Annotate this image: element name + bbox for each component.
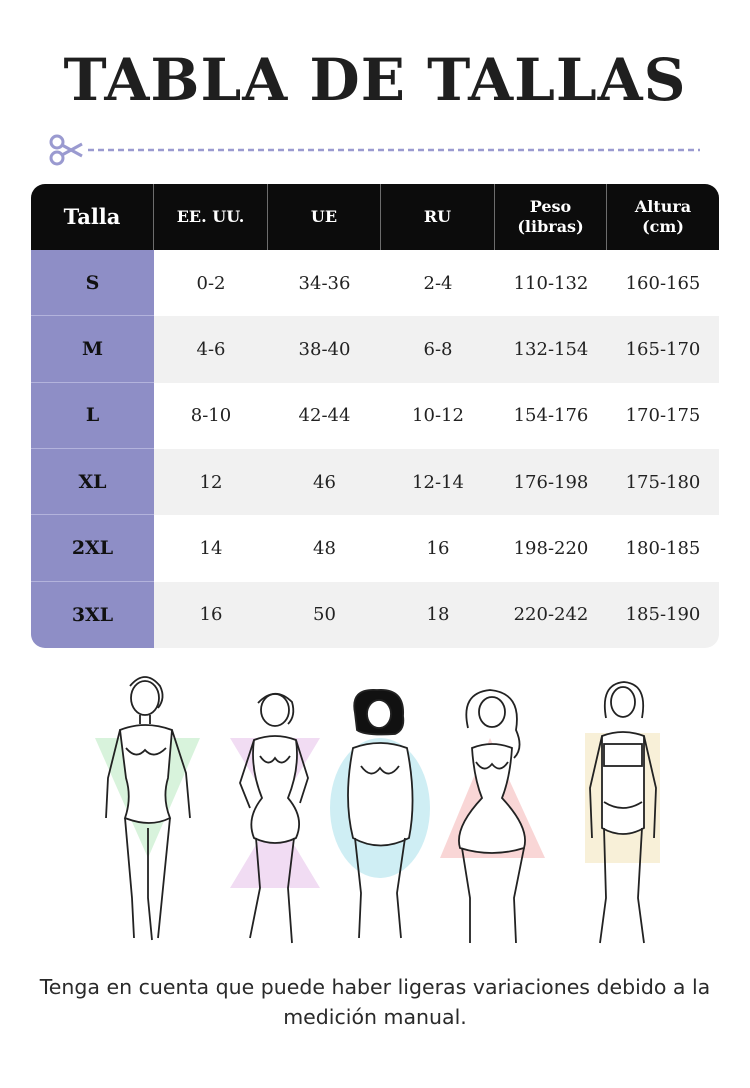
table-cell: 176-198 [513,471,589,493]
table-cell: 175-180 [625,471,701,493]
size-cell: M [31,316,154,383]
table-cell: 220-242 [513,604,589,626]
column-header-weight: Peso (libras) [495,184,607,250]
column-header-height: Altura (cm) [634,197,692,236]
table-cell: 4-6 [196,338,226,360]
body-shape-illustrations [95,676,660,944]
figure-v-shape [95,676,200,941]
table-body: S 0-2 34-36 2-4 110-132 160-165 M 4-6 38… [31,250,719,648]
disclaimer-note: Tenga en cuenta que puede haber ligeras … [39,975,711,1029]
table-cell: 132-154 [513,338,589,360]
table-cell: 12 [199,471,223,493]
table-cell: 48 [313,537,336,559]
table-cell: 50 [313,604,336,626]
table-cell: 170-175 [625,405,701,427]
figure-a-shape [440,689,545,944]
table-cell: 154-176 [513,405,589,427]
column-header-talla: Talla [31,184,154,250]
figure-o-shape [330,689,430,939]
table-row: 3XL 16 50 18 220-242 185-190 [31,581,719,648]
table-cell: 34-36 [298,272,351,294]
table-cell: 180-185 [625,537,701,559]
table-cell: 16 [426,537,450,559]
table-cell: 110-132 [513,272,589,294]
table-cell: 0-2 [196,272,226,294]
size-table: Talla EE. UU. UE RU Peso (libras) Altura… [31,184,719,648]
table-cell: 8-10 [190,405,232,427]
table-cell: 6-8 [423,338,453,360]
table-cell: 198-220 [513,537,589,559]
table-cell: 38-40 [298,338,351,360]
size-cell: 2XL [31,515,154,582]
table-cell: 160-165 [625,272,701,294]
table-row: 2XL 14 48 16 198-220 180-185 [31,515,719,582]
figure-h-shape [585,681,660,944]
table-row: L 8-10 42-44 10-12 154-176 170-175 [31,382,719,449]
column-header-eu: UE [268,184,381,250]
column-header-uk: RU [381,184,495,250]
table-cell: 10-12 [412,405,464,427]
table-cell: 42-44 [298,405,351,427]
figure-x-shape [230,692,320,944]
scissors-icon [49,134,83,166]
table-cell: 2-4 [423,272,453,294]
column-header-us: EE. UU. [154,184,268,250]
size-cell: 3XL [31,581,154,648]
table-row: S 0-2 34-36 2-4 110-132 160-165 [31,250,719,317]
table-cell: 185-190 [625,604,701,626]
size-cell: S [31,250,154,317]
table-cell: 46 [313,471,336,493]
table-cell: 12-14 [412,471,464,493]
table-cell: 14 [199,537,223,559]
table-cell: 165-170 [625,338,701,360]
page-title: TABLA DE TALLAS [63,46,687,114]
size-cell: L [31,382,154,449]
table-cell: 18 [426,604,450,626]
table-row: M 4-6 38-40 6-8 132-154 165-170 [31,316,719,383]
table-header: Talla EE. UU. UE RU Peso (libras) Altura… [31,184,719,250]
cut-line [49,134,700,166]
size-cell: XL [31,448,154,516]
table-row: XL 12 46 12-14 176-198 175-180 [31,448,719,516]
table-cell: 16 [199,604,223,626]
